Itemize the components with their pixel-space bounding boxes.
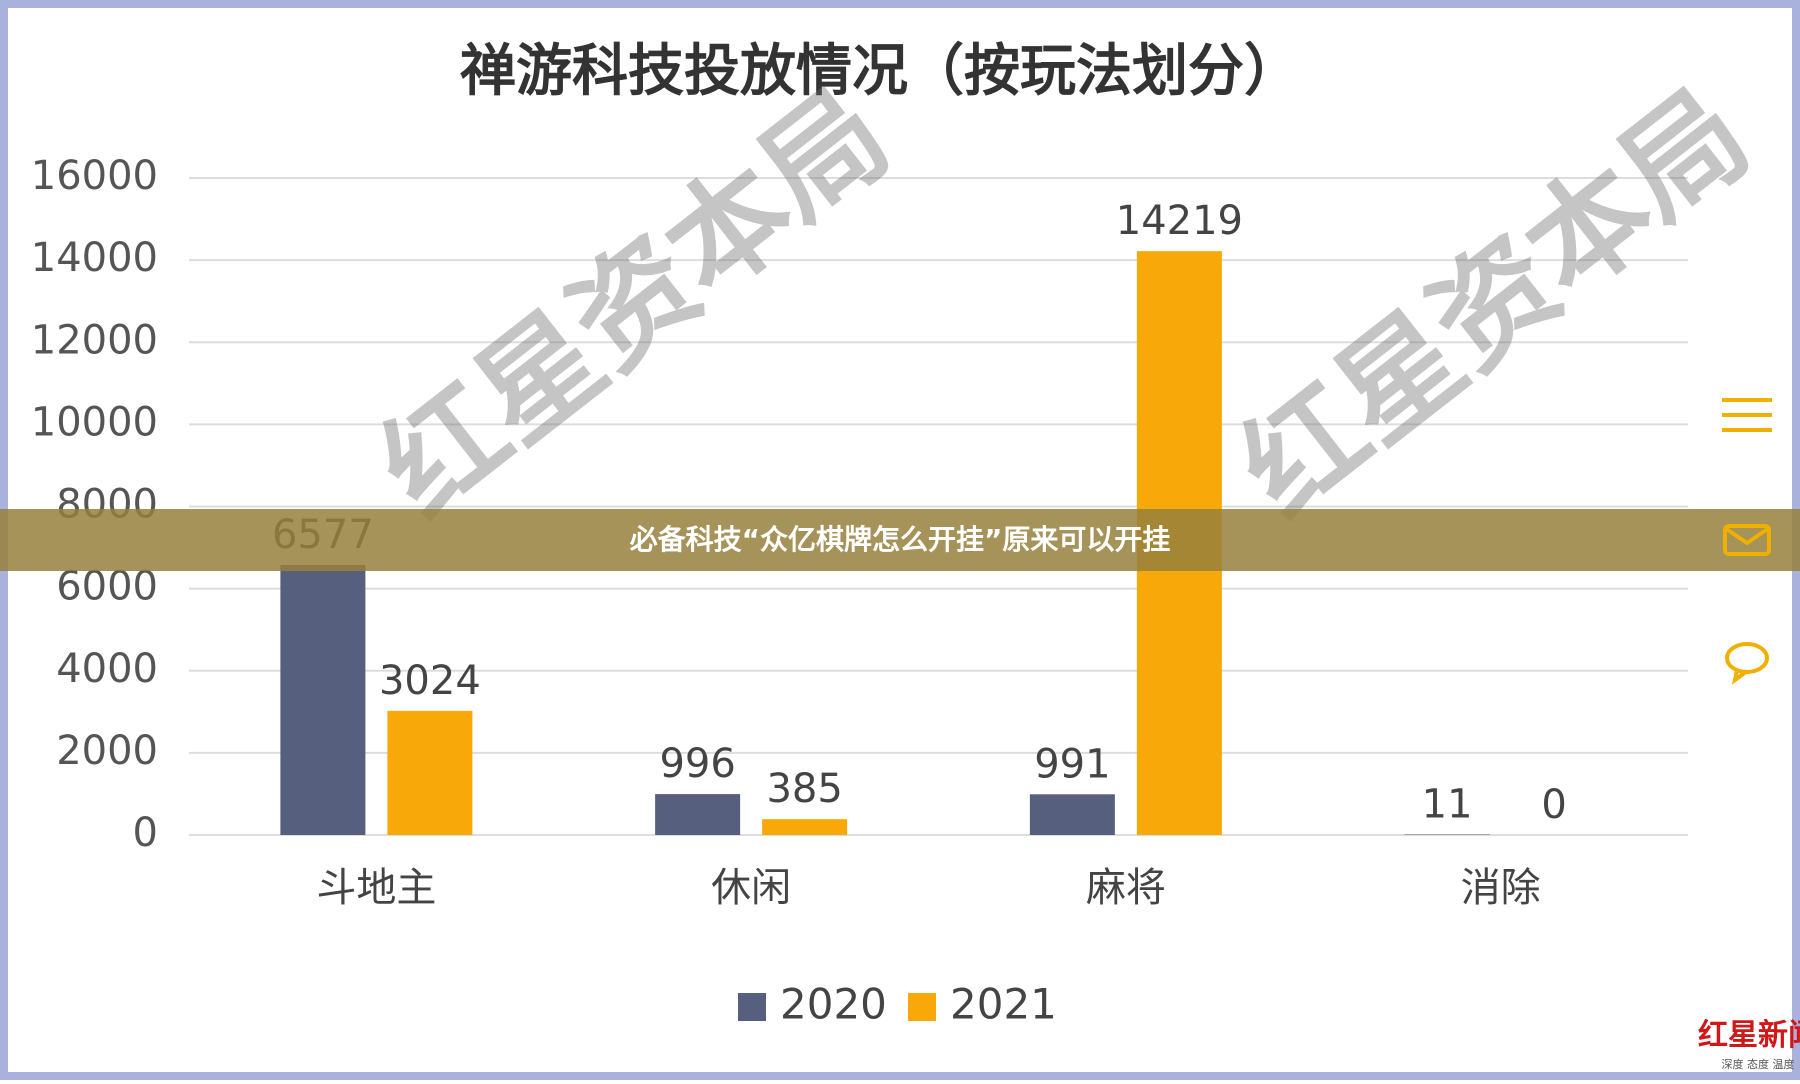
- logo-slogan: 深度 态度 温度: [1722, 1057, 1795, 1071]
- y-tick-label: 12000: [31, 317, 158, 363]
- legend-swatch: [738, 993, 766, 1021]
- value-label: 996: [659, 741, 735, 787]
- value-label: 0: [1541, 782, 1566, 828]
- value-label: 11: [1422, 782, 1473, 828]
- y-tick-label: 4000: [56, 646, 158, 692]
- legend-label: 2020: [780, 980, 887, 1029]
- legend-swatch: [908, 993, 936, 1021]
- y-tick-label: 2000: [56, 728, 158, 774]
- banner-text: 必备科技“众亿棋牌怎么开挂”原来可以开挂: [630, 523, 1171, 556]
- bar: [387, 711, 472, 835]
- bar: [1030, 794, 1115, 835]
- y-tick-label: 14000: [31, 235, 158, 281]
- y-tick-label: 10000: [31, 399, 158, 445]
- value-label: 385: [766, 766, 842, 812]
- logo: 红星新闻: [1698, 1018, 1800, 1053]
- chart-title: 禅游科技投放情况（按玩法划分）: [460, 39, 1300, 104]
- x-tick-label: 麻将: [1086, 865, 1166, 911]
- y-tick-label: 16000: [31, 153, 158, 199]
- value-label: 991: [1034, 741, 1110, 787]
- bar: [762, 819, 847, 835]
- y-tick-label: 0: [133, 810, 158, 856]
- bar: [655, 794, 740, 835]
- value-label: 3024: [379, 658, 481, 704]
- x-tick-label: 休闲: [711, 865, 791, 911]
- legend-label: 2021: [950, 980, 1057, 1029]
- x-tick-label: 斗地主: [316, 865, 436, 911]
- x-tick-label: 消除: [1461, 865, 1541, 911]
- value-label: 14219: [1116, 198, 1243, 244]
- bar: [280, 565, 365, 835]
